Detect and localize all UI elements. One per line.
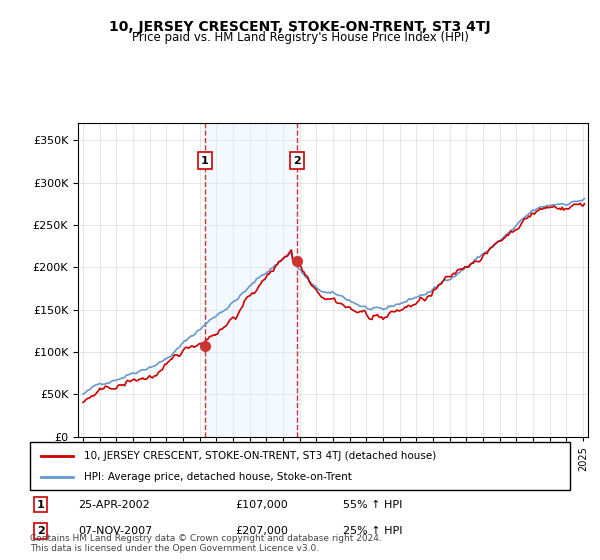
Text: 07-NOV-2007: 07-NOV-2007 (79, 526, 153, 536)
Bar (205, 123, 297, 437)
Text: 10, JERSEY CRESCENT, STOKE-ON-TRENT, ST3 4TJ: 10, JERSEY CRESCENT, STOKE-ON-TRENT, ST3… (109, 20, 491, 34)
Text: 2: 2 (37, 526, 44, 536)
Text: 1: 1 (37, 500, 44, 510)
Text: Price paid vs. HM Land Registry's House Price Index (HPI): Price paid vs. HM Land Registry's House … (131, 31, 469, 44)
Text: 10, JERSEY CRESCENT, STOKE-ON-TRENT, ST3 4TJ (detached house): 10, JERSEY CRESCENT, STOKE-ON-TRENT, ST3… (84, 451, 436, 461)
Text: HPI: Average price, detached house, Stoke-on-Trent: HPI: Average price, detached house, Stok… (84, 472, 352, 482)
Text: 25-APR-2002: 25-APR-2002 (79, 500, 151, 510)
Text: 2: 2 (293, 156, 301, 166)
Text: £207,000: £207,000 (235, 526, 288, 536)
FancyBboxPatch shape (30, 442, 570, 490)
Text: Contains HM Land Registry data © Crown copyright and database right 2024.
This d: Contains HM Land Registry data © Crown c… (30, 534, 382, 553)
Text: 25% ↑ HPI: 25% ↑ HPI (343, 526, 403, 536)
Text: 55% ↑ HPI: 55% ↑ HPI (343, 500, 403, 510)
Text: 1: 1 (201, 156, 209, 166)
Text: £107,000: £107,000 (235, 500, 288, 510)
